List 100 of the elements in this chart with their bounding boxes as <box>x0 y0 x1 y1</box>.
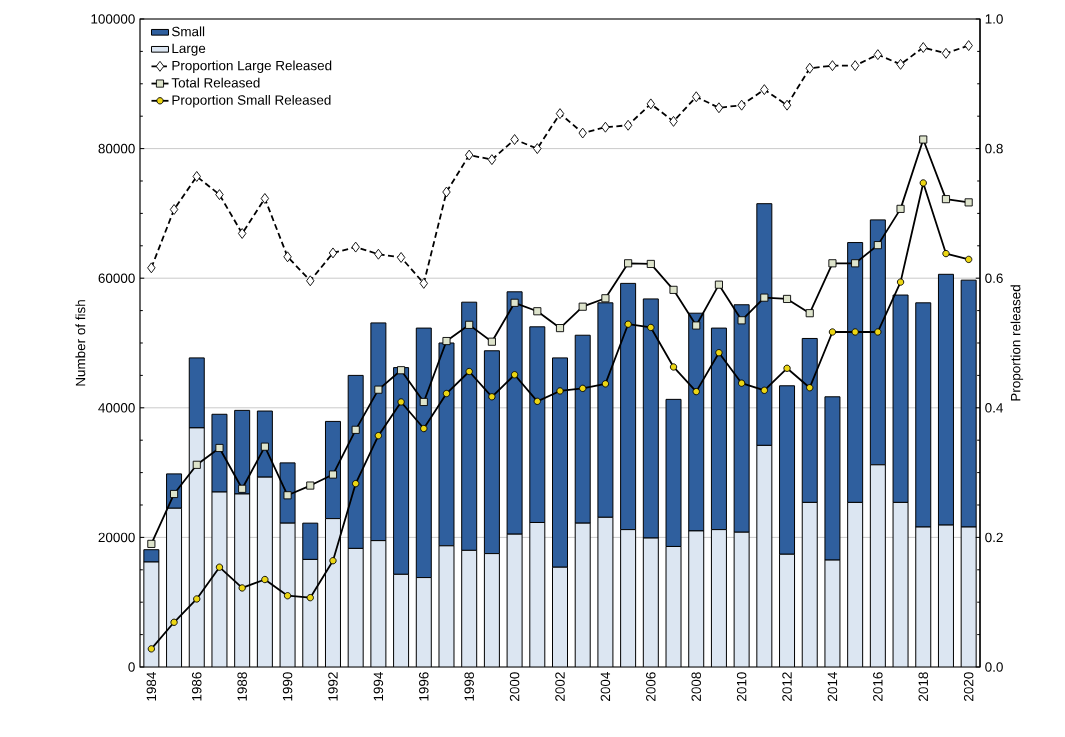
point <box>646 259 655 268</box>
y-axis-title: Number of fish <box>75 300 86 386</box>
point <box>351 425 360 434</box>
y2-tick-label: 0.0 <box>985 662 1003 672</box>
bar <box>688 530 705 667</box>
bar <box>234 493 251 667</box>
bar <box>710 529 727 667</box>
point <box>851 259 860 268</box>
point <box>237 228 247 239</box>
x-tick-label: 2012 <box>782 672 792 701</box>
x-tick-label: 2010 <box>736 672 747 701</box>
point <box>782 99 792 111</box>
legend-label: Proportion Large Released <box>172 60 332 73</box>
y2-tick-label: 0.6 <box>985 273 1003 283</box>
point <box>215 189 224 201</box>
point <box>215 563 224 571</box>
point <box>919 42 928 53</box>
point <box>261 575 269 584</box>
point <box>556 387 564 395</box>
point <box>873 241 882 250</box>
point <box>555 108 565 120</box>
point <box>352 479 360 488</box>
point <box>147 645 155 653</box>
bar <box>960 526 977 667</box>
bar <box>211 491 228 667</box>
bar <box>256 476 273 667</box>
point <box>465 149 474 161</box>
point <box>193 595 201 603</box>
point <box>964 198 973 207</box>
point <box>919 179 927 187</box>
bar <box>552 566 568 667</box>
x-tick-label: 2018 <box>918 672 929 701</box>
point <box>306 594 314 602</box>
bar <box>188 427 205 667</box>
bar <box>415 577 432 667</box>
point <box>714 102 724 114</box>
x-tick-label: 1996 <box>419 672 429 701</box>
x-tick-label: 2002 <box>555 672 565 701</box>
point <box>510 134 519 145</box>
bar <box>574 522 591 667</box>
legend-label: Large <box>172 43 206 56</box>
point <box>873 49 883 61</box>
point <box>374 385 383 394</box>
point <box>419 277 428 289</box>
point <box>192 460 201 469</box>
point <box>306 481 315 490</box>
x-tick-label: 2016 <box>873 672 883 701</box>
y-tick-label: 20000 <box>98 532 135 543</box>
legend-label: Small <box>171 26 205 37</box>
x-tick-label: 1994 <box>373 672 384 701</box>
x-tick-label: 2004 <box>600 672 611 701</box>
point <box>941 47 951 59</box>
point <box>896 58 905 70</box>
point <box>919 135 928 144</box>
x-tick-label: 1998 <box>464 672 474 701</box>
point <box>465 320 474 329</box>
y-tick-label: 100000 <box>91 14 135 24</box>
point <box>147 539 156 548</box>
point <box>487 154 497 166</box>
y-tick-label: 60000 <box>98 273 135 283</box>
point <box>647 323 655 332</box>
point <box>396 252 406 263</box>
point <box>942 249 950 258</box>
point <box>737 379 746 387</box>
point <box>714 280 723 289</box>
y-tick-label: 40000 <box>98 403 135 413</box>
point <box>601 294 610 303</box>
point <box>965 255 973 264</box>
point <box>510 298 519 307</box>
point <box>601 121 610 133</box>
y2-tick-label: 0.4 <box>985 403 1003 413</box>
point <box>283 491 292 500</box>
bar <box>529 521 546 667</box>
point <box>692 321 701 330</box>
x-tick-label: 1988 <box>237 672 247 701</box>
bar <box>937 524 954 667</box>
point <box>624 320 632 328</box>
x-tick-label: 2008 <box>691 672 701 701</box>
point <box>579 384 587 392</box>
point <box>215 443 224 453</box>
y-tick-label: 0 <box>128 662 135 672</box>
x-tick-label: 2020 <box>963 672 974 701</box>
x-tick-label: 1984 <box>146 672 157 701</box>
bar <box>461 549 478 667</box>
point <box>533 397 541 405</box>
bar <box>756 444 773 667</box>
point <box>646 98 655 110</box>
bar <box>347 547 364 667</box>
point <box>737 99 746 111</box>
point <box>692 91 701 103</box>
point <box>851 328 859 336</box>
point <box>374 248 383 260</box>
x-tick-label: 1986 <box>192 672 202 701</box>
point <box>510 371 519 379</box>
point <box>578 302 587 311</box>
point <box>806 384 814 392</box>
point <box>555 324 565 333</box>
bar <box>869 464 886 667</box>
point <box>760 293 769 302</box>
point <box>805 309 814 318</box>
